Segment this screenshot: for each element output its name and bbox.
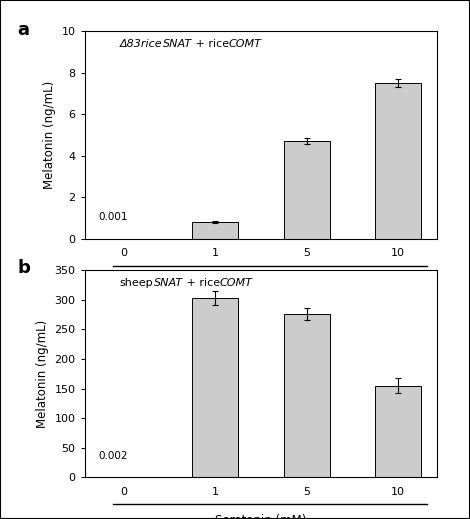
Text: SNAT: SNAT (154, 278, 183, 288)
Text: a: a (18, 21, 30, 39)
Bar (376, 83, 421, 239)
Text: + rice: + rice (192, 39, 229, 49)
Text: COMT: COMT (220, 278, 252, 288)
Text: b: b (18, 260, 31, 278)
X-axis label: Serotonin (mM): Serotonin (mM) (215, 514, 306, 519)
Bar (284, 315, 329, 477)
Text: sheep: sheep (120, 278, 154, 288)
Bar (284, 141, 329, 239)
Bar (192, 298, 238, 477)
Y-axis label: Melatonin (ng/mL): Melatonin (ng/mL) (36, 320, 49, 428)
Text: SNAT: SNAT (163, 39, 192, 49)
Text: Δ83rice: Δ83rice (120, 39, 163, 49)
Y-axis label: Melatonin (ng/mL): Melatonin (ng/mL) (43, 81, 56, 189)
X-axis label: Serotonin (mM): Serotonin (mM) (215, 275, 306, 288)
Text: 0.001: 0.001 (99, 212, 128, 222)
Text: 0.002: 0.002 (99, 451, 128, 461)
Text: COMT: COMT (229, 39, 262, 49)
Text: + rice: + rice (183, 278, 220, 288)
Bar (192, 222, 238, 239)
Bar (376, 386, 421, 477)
